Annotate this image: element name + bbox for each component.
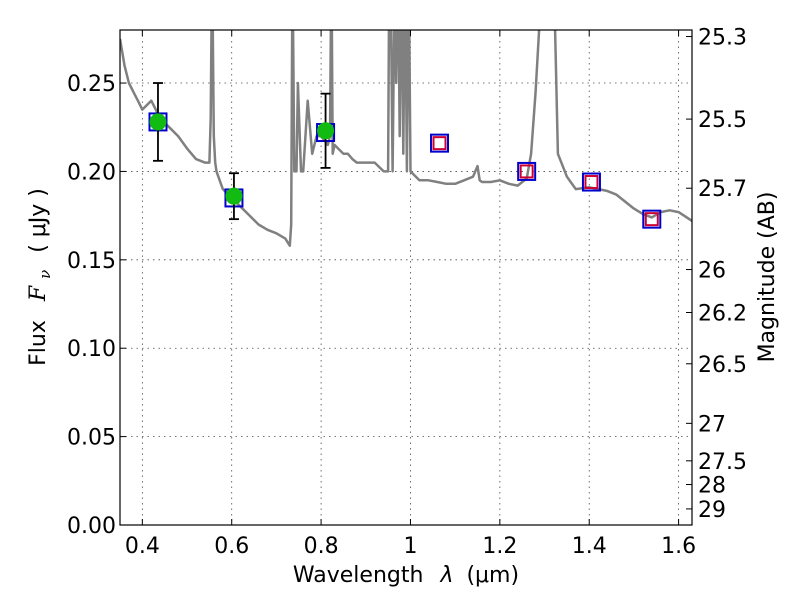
x-tick-label: 0.4 — [125, 534, 160, 559]
y-tick-label: 0.25 — [67, 72, 116, 97]
y-tick-label: 0.15 — [67, 249, 116, 274]
y-axis-label-symbol: F — [26, 285, 51, 302]
y2-tick-label: 26 — [698, 259, 726, 284]
upper-limit-point — [432, 136, 447, 151]
x-tick-label: 1.6 — [661, 534, 696, 559]
y2-axis-label: Magnitude (AB) — [755, 192, 780, 363]
model-photometry-point — [430, 133, 450, 153]
x-axis-label: Wavelength λ (μm) — [293, 563, 519, 588]
y-tick-label: 0.00 — [67, 514, 116, 539]
y-axis-label: Flux F ν ( μJy ) — [26, 188, 56, 366]
plot-frame — [119, 29, 693, 526]
x-axis-label-units: (μm) — [466, 563, 519, 588]
upper-limit-point — [519, 164, 534, 179]
y2-tick-label: 26.5 — [698, 353, 747, 378]
y-tick-label: 0.05 — [67, 426, 116, 451]
upper-limit-point — [644, 212, 659, 227]
x-tick-label: 1 — [403, 534, 417, 559]
model-photometry-point — [517, 161, 537, 181]
x-tick-label: 1.4 — [572, 534, 607, 559]
y2-tick-label: 25.7 — [698, 177, 747, 202]
spectrum-line — [120, 30, 692, 247]
y-axis-label-units: ( μJy ) — [26, 188, 51, 253]
y2-tick-label: 25.5 — [698, 108, 747, 133]
x-axis-label-symbol: λ — [439, 563, 453, 588]
y2-tick-label: 25.3 — [698, 26, 747, 51]
detection-point — [149, 113, 167, 131]
plot-area — [120, 30, 692, 247]
model-photometry-point — [581, 172, 601, 192]
y2-tick-label: 29 — [698, 498, 726, 523]
x-tick-label: 0.6 — [214, 534, 249, 559]
upper-limit-point — [584, 175, 599, 190]
detection-point — [225, 187, 243, 205]
y-tick-label: 0.20 — [67, 160, 116, 185]
axis-ticks: 0.4 0.6 0.8 1 1.2 1.4 1.6 0.00 0.05 0.10 0.15 0.20 0… — [67, 26, 747, 559]
model-photometry-point — [642, 209, 662, 229]
y2-tick-label: 27 — [698, 412, 726, 437]
y-axis-label-subscript: ν — [36, 270, 54, 279]
x-tick-label: 0.8 — [304, 534, 339, 559]
x-axis-label-prefix: Wavelength — [293, 563, 424, 588]
y-tick-label: 0.10 — [67, 337, 116, 362]
y2-tick-label: 26.2 — [698, 302, 747, 327]
y2-tick-label: 28 — [698, 474, 726, 499]
y-axis-label-prefix: Flux — [26, 320, 51, 366]
detection-point — [317, 122, 335, 140]
x-tick-label: 1.2 — [482, 534, 517, 559]
y2-tick-label: 27.5 — [698, 450, 747, 475]
